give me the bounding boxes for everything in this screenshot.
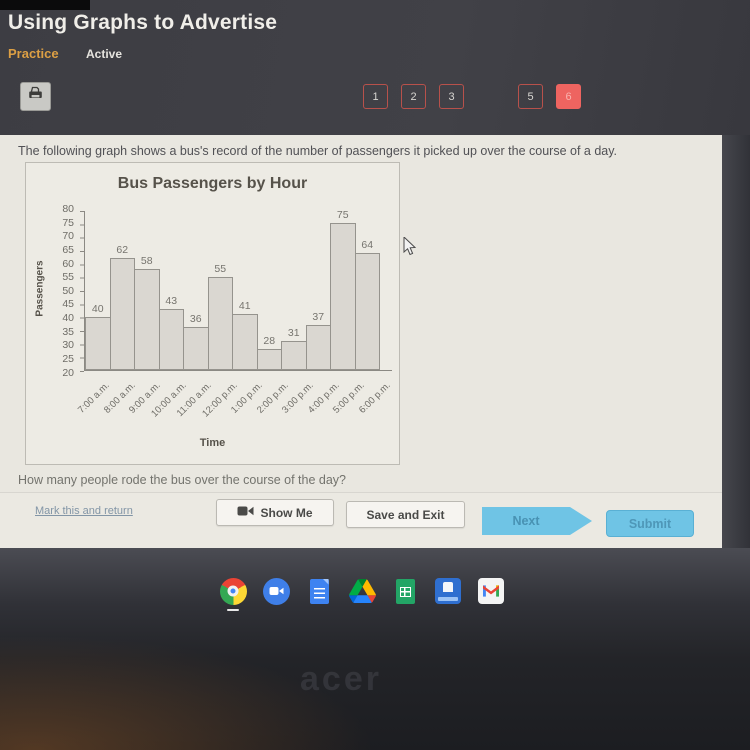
- chart-bar: 62: [109, 244, 135, 370]
- chart-bar: 37: [305, 311, 331, 370]
- instruction-text: The following graph shows a bus's record…: [18, 144, 618, 158]
- lesson-header: Using Graphs to Advertise Practice Activ…: [0, 0, 750, 135]
- light-glare: [0, 620, 420, 750]
- bar-value-label: 75: [336, 209, 349, 222]
- chart-title: Bus Passengers by Hour: [117, 175, 308, 192]
- video-camera-icon: [237, 505, 254, 520]
- chart-y-ticks: [80, 211, 84, 372]
- footer-toolbar: Mark this and return Show Me Save and Ex…: [0, 492, 722, 548]
- question-nav-item-3[interactable]: 3: [439, 84, 464, 109]
- active-app-indicator: [227, 609, 239, 611]
- zoom-circle: [262, 577, 290, 605]
- taskbar-icons: [219, 577, 505, 611]
- bar-chart: Bus Passengers by Hour Passengers 80 75 70…: [25, 162, 400, 465]
- app-glyph: [443, 582, 453, 592]
- chart-bar: 36: [183, 313, 209, 370]
- bar-value-label: 37: [312, 310, 325, 323]
- gmail-square: [478, 578, 504, 604]
- printer-icon: [27, 86, 44, 107]
- bar-value-label: 31: [287, 326, 300, 339]
- school-app-icon[interactable]: [434, 577, 462, 605]
- chart-x-axis-title: Time: [199, 437, 226, 449]
- google-sheets-icon[interactable]: [391, 577, 419, 605]
- bar-value-label: 62: [116, 244, 129, 256]
- save-and-exit-button[interactable]: Save and Exit: [346, 501, 465, 528]
- chrome-icon[interactable]: [219, 577, 247, 611]
- page-title: Using Graphs to Advertise: [8, 11, 278, 34]
- mark-and-return-link[interactable]: Mark this and return: [35, 505, 133, 517]
- save-and-exit-label: Save and Exit: [366, 507, 445, 522]
- question-nav-item-1[interactable]: 1: [363, 84, 388, 109]
- bar-value-label: 64: [361, 238, 374, 251]
- status-label: Active: [86, 47, 123, 61]
- google-drive-icon[interactable]: [348, 577, 376, 605]
- question-nav-item-2[interactable]: 2: [401, 84, 426, 109]
- bar-value-label: 36: [189, 313, 202, 326]
- chart-x-labels: 7:00 a.m. 8:00 a.m. 9:00 a.m. 10:00 a.m. 11:…: [76, 372, 392, 434]
- chart-bar: 75: [330, 209, 356, 370]
- text-lines: [313, 587, 325, 599]
- bar-value-label: 28: [263, 334, 276, 347]
- app-square: [435, 578, 461, 604]
- spreadsheet-grid: [399, 586, 411, 597]
- next-button[interactable]: Next: [482, 507, 592, 535]
- lesson-content: The following graph shows a bus's record…: [0, 135, 722, 548]
- zoom-icon[interactable]: [262, 577, 290, 605]
- bar-value-label: 43: [165, 294, 178, 307]
- acer-brand-logo: acer: [300, 660, 382, 698]
- page-fold: [322, 578, 329, 585]
- docs-page: [309, 578, 329, 604]
- chart-bar: 55: [207, 263, 233, 370]
- chart-bar: 58: [134, 255, 160, 370]
- webcam-strip: [0, 0, 90, 10]
- gmail-icon[interactable]: [477, 577, 505, 605]
- chart-bar: 31: [281, 327, 307, 370]
- bar-value-label: 55: [214, 262, 227, 275]
- chrome-hub: [227, 585, 239, 597]
- bar-value-label: 58: [140, 254, 153, 267]
- show-me-label: Show Me: [260, 505, 313, 520]
- app-label-strip: [438, 597, 458, 601]
- chart-bar: 40: [85, 303, 111, 370]
- question-text: How many people rode the bus over the co…: [18, 473, 346, 487]
- chart-plot: 40 62 58 43 36 55 41 28 31 37 75 64: [84, 209, 392, 371]
- show-me-button[interactable]: Show Me: [216, 499, 334, 526]
- google-docs-icon[interactable]: [305, 577, 333, 605]
- mode-label: Practice: [8, 46, 59, 61]
- question-nav-item-6[interactable]: 6: [556, 84, 581, 109]
- chart-bar: 64: [354, 239, 380, 370]
- chart-bar: 28: [256, 335, 282, 370]
- chart-bar: 41: [232, 300, 258, 370]
- sheets-page: [395, 578, 415, 604]
- chart-y-labels: 80 75 70 65 60 55 50 45 40 35 30 25 20: [62, 203, 74, 379]
- mouse-cursor: [403, 235, 417, 262]
- submit-button[interactable]: Submit: [606, 510, 694, 537]
- screen-right-bezel: [722, 135, 750, 548]
- bar-value-label: 41: [238, 300, 251, 312]
- question-nav-item-5[interactable]: 5: [518, 84, 543, 109]
- taskbar-and-bezel: acer: [0, 548, 750, 750]
- print-button[interactable]: [20, 82, 51, 111]
- bar-value-label: 40: [91, 302, 104, 315]
